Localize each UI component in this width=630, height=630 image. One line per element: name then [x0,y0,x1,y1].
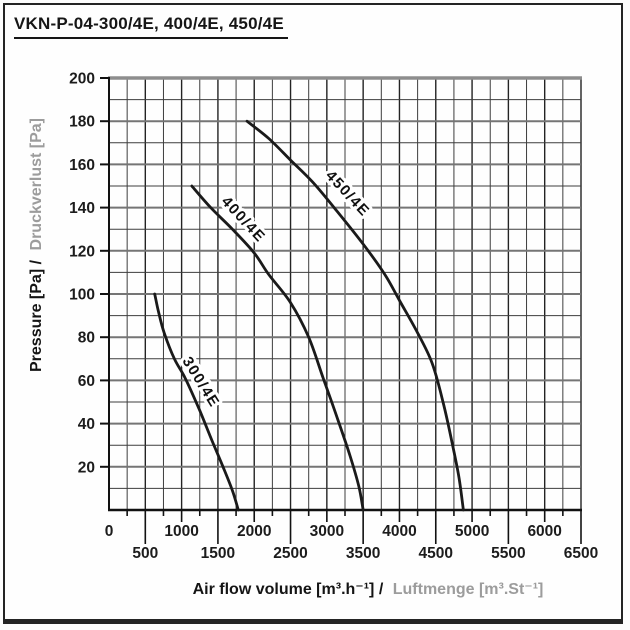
x-tick-label-row1: 4000 [382,523,416,540]
x-tick-label-row2: 3500 [346,545,380,562]
y-tick-label: 120 [69,243,95,260]
y-tick-label: 100 [69,287,95,304]
x-tick-label-row2: 1500 [201,545,235,562]
x-tick-label-row1: 3000 [310,523,344,540]
y-tick-label: 200 [69,71,95,88]
page-border-frame [3,3,623,624]
y-axis-title-secondary: Druckverlust [Pa] [28,118,45,251]
curve-300-4E [153,292,240,512]
x-tick-label-row1: 5000 [455,523,489,540]
curve-label-450-4E: 450/4E [322,167,373,220]
axis-layer [100,77,582,544]
x-tick-label-row1: 0 [105,523,114,540]
x-axis-title-secondary: Luftmenge [m³.St⁻¹] [393,581,544,598]
x-tick-label-row1: 2000 [237,523,271,540]
x-tick-label-row2: 500 [132,545,158,562]
chart-title: VKN-P-04-300/4E, 400/4E, 450/4E [14,14,288,39]
grid-layer [108,76,582,510]
curve-450-4E [245,119,465,512]
x-tick-label-row1: 1000 [164,523,198,540]
y-axis-title-primary: Pressure [Pa] / [28,259,45,372]
y-tick-label: 180 [69,114,95,131]
x-tick-label-row2: 4500 [419,545,453,562]
x-tick-label-row2: 5500 [491,545,525,562]
x-tick-label-row1: 6000 [527,523,561,540]
curve-label-400-4E: 400/4E [218,193,269,246]
y-tick-label: 20 [78,459,95,476]
y-tick-label: 140 [69,200,95,217]
y-tick-label: 60 [78,373,95,390]
curve-400-4E [190,184,365,512]
x-axis-title: Air flow volume [m³.h⁻¹] / Luftmenge [m³… [193,581,544,598]
y-tick-label: 40 [78,416,95,433]
y-axis-title: Pressure [Pa] / Druckverlust [Pa] [28,118,45,372]
x-axis-title-primary: Air flow volume [m³.h⁻¹] / [193,581,384,598]
y-tick-label: 80 [78,330,95,347]
y-tick-label: 160 [69,157,95,174]
x-tick-label-row2: 6500 [564,545,598,562]
x-tick-label-row2: 2500 [273,545,307,562]
